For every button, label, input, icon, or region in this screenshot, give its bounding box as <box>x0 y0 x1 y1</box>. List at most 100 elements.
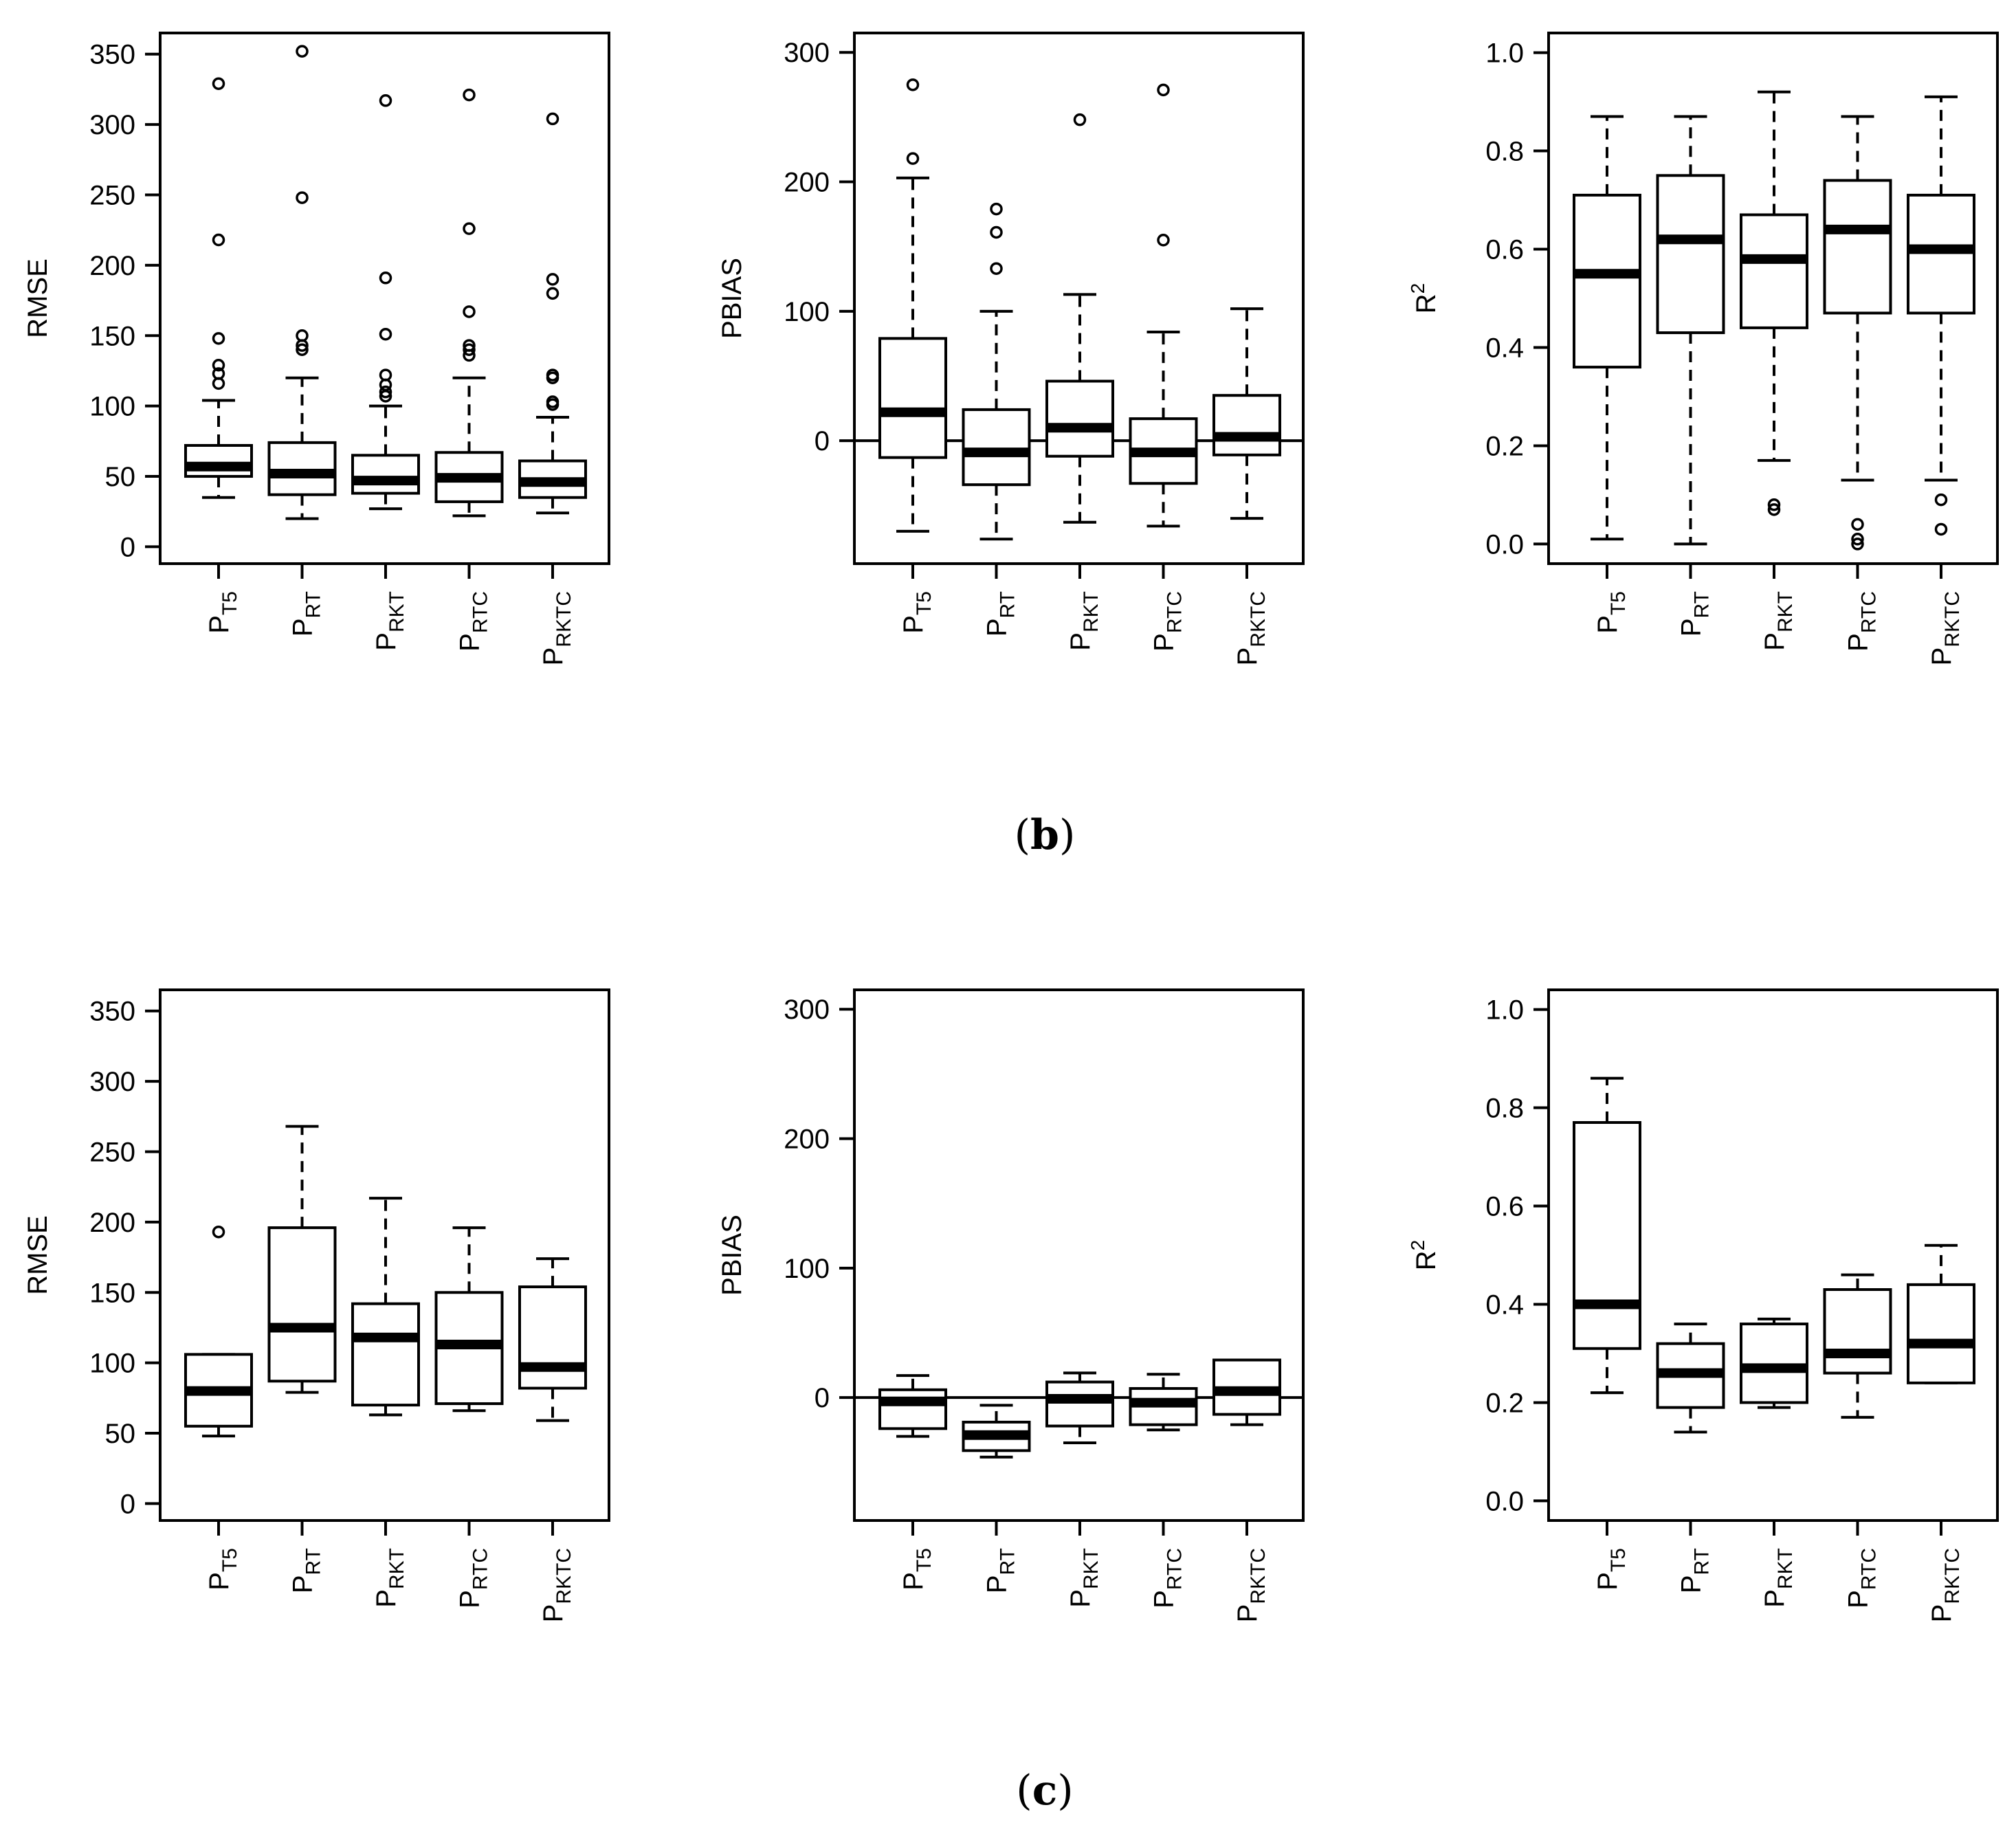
outlier-point <box>379 272 392 285</box>
outlier-point <box>906 78 920 91</box>
y-tick-label: 0.2 <box>1485 431 1524 461</box>
y-axis-title: PBIAS <box>717 258 747 339</box>
y-axis-title: RMSE <box>23 258 53 338</box>
y-tick-label: 100 <box>784 1254 830 1284</box>
outlier-point <box>546 287 560 300</box>
outlier-point <box>212 77 225 90</box>
x-category-label: PRKT <box>1065 591 1103 651</box>
y-tick-label: 300 <box>89 1067 135 1097</box>
outlier-point <box>212 233 225 247</box>
box-1: PRT <box>267 1125 337 1593</box>
x-category-label: PT5 <box>204 1548 241 1591</box>
x-category-label: PRKT <box>1760 591 1797 651</box>
x-category-label: PT5 <box>1593 1548 1630 1591</box>
x-category-label: PRTC <box>1843 591 1881 652</box>
box-2: PRKT <box>1740 90 1808 651</box>
x-category-label: PRTC <box>1149 1548 1186 1608</box>
outlier-point <box>1073 113 1087 126</box>
outlier-point <box>296 45 309 58</box>
box-4: PRKTC <box>518 112 587 665</box>
iqr-box <box>1740 1323 1808 1404</box>
outlier-point <box>1934 493 1948 507</box>
iqr-box <box>1045 379 1114 458</box>
outlier-point <box>990 262 1003 275</box>
y-tick-label: 1.0 <box>1485 995 1524 1026</box>
iqr-box <box>878 1388 947 1430</box>
iqr-box <box>1573 1121 1641 1350</box>
y-tick-label: 0 <box>120 1489 135 1519</box>
x-category-label: PRKTC <box>1232 591 1270 665</box>
box-3: PRTC <box>1129 1373 1198 1608</box>
y-tick-label: 0.0 <box>1485 529 1524 560</box>
y-tick-label: 100 <box>89 392 135 422</box>
iqr-box <box>962 408 1031 487</box>
y-tick-label: 300 <box>784 38 830 68</box>
chart-b-rmse: 0 50 100 150 200 250 300 350 RMSE PT5 PRT PRKT PRTC P… <box>23 32 610 665</box>
box-1: PRT <box>962 1404 1031 1593</box>
x-category-label: PRKT <box>1065 1548 1103 1608</box>
y-tick-label: 0.6 <box>1485 235 1524 265</box>
iqr-box <box>351 454 420 495</box>
y-tick-label: 0.0 <box>1485 1486 1524 1516</box>
x-category-label: PRTC <box>1843 1548 1881 1608</box>
iqr-box <box>1907 193 1975 315</box>
outlier-point <box>463 88 476 102</box>
iqr-box <box>351 1302 420 1407</box>
y-tick-label: 250 <box>89 180 135 210</box>
y-tick-label: 0 <box>815 1383 830 1413</box>
outlier-point <box>212 1225 225 1239</box>
box-1: PRT <box>267 45 337 637</box>
x-category-label: PRKT <box>371 1548 408 1608</box>
x-category-label: PT5 <box>898 591 935 634</box>
box-4: PRKTC <box>1907 95 1975 665</box>
box-2: PRKT <box>1740 1317 1808 1608</box>
y-tick-label: 200 <box>784 168 830 198</box>
y-tick-label: 0.6 <box>1485 1192 1524 1222</box>
outlier-point <box>990 202 1003 216</box>
box-1: PRT <box>1656 1323 1725 1593</box>
x-category-label: PRT <box>288 1548 325 1593</box>
iqr-box <box>184 443 253 478</box>
outlier-point <box>1157 83 1170 97</box>
y-axis-title: R2 <box>1407 283 1441 313</box>
chart-c-r2: 0.0 0.2 0.4 0.6 0.8 1.0 R2 PT5 PRT PRKT PRTC PRKTC <box>1407 988 1999 1622</box>
x-category-label: PRTC <box>1149 591 1186 652</box>
y-axis-title: RMSE <box>23 1215 53 1295</box>
box-0: PT5 <box>878 1374 947 1591</box>
x-category-label: PRKTC <box>538 1548 575 1622</box>
box-0: PT5 <box>1573 115 1641 634</box>
y-axis-title: R2 <box>1407 1240 1441 1270</box>
outlier-point <box>990 225 1003 239</box>
outlier-point <box>1851 533 1864 546</box>
iqr-box <box>518 1285 587 1390</box>
chart-c-pbias: 0 100 200 300 PBIAS PT5 PRT PRKT PRTC PRKTC <box>717 988 1305 1622</box>
box-0: PT5 <box>878 78 947 634</box>
box-2: PRKT <box>351 94 420 651</box>
x-category-label: PRT <box>1676 591 1714 637</box>
y-tick-label: 300 <box>784 995 830 1025</box>
x-category-label: PT5 <box>1593 591 1630 634</box>
outlier-point <box>546 368 560 381</box>
outlier-point <box>1767 503 1781 516</box>
box-1: PRT <box>962 202 1031 637</box>
y-tick-label: 0 <box>120 532 135 562</box>
box-2: PRKT <box>1045 1371 1114 1608</box>
y-tick-label: 150 <box>89 1278 135 1308</box>
chart-c-rmse: 0 50 100 150 200 250 300 350 RMSE PT5 PRT PRKT PRTC P… <box>23 988 610 1622</box>
box-1: PRT <box>1656 115 1725 637</box>
x-category-label: PRT <box>288 591 325 637</box>
iqr-box <box>267 441 337 496</box>
x-category-label: PRKTC <box>1232 1548 1270 1622</box>
outlier-point <box>1157 234 1170 247</box>
x-category-label: PRKTC <box>1927 591 1964 665</box>
plot-frame <box>159 988 610 1522</box>
plot-frame <box>853 988 1305 1522</box>
iqr-box <box>1656 174 1725 335</box>
x-category-label: PRKT <box>371 591 408 651</box>
y-tick-label: 350 <box>89 997 135 1027</box>
outlier-point <box>1934 522 1948 536</box>
x-category-label: PRTC <box>455 591 492 652</box>
outlier-point <box>296 329 309 342</box>
iqr-box <box>1823 1288 1892 1375</box>
iqr-box <box>1740 213 1808 329</box>
